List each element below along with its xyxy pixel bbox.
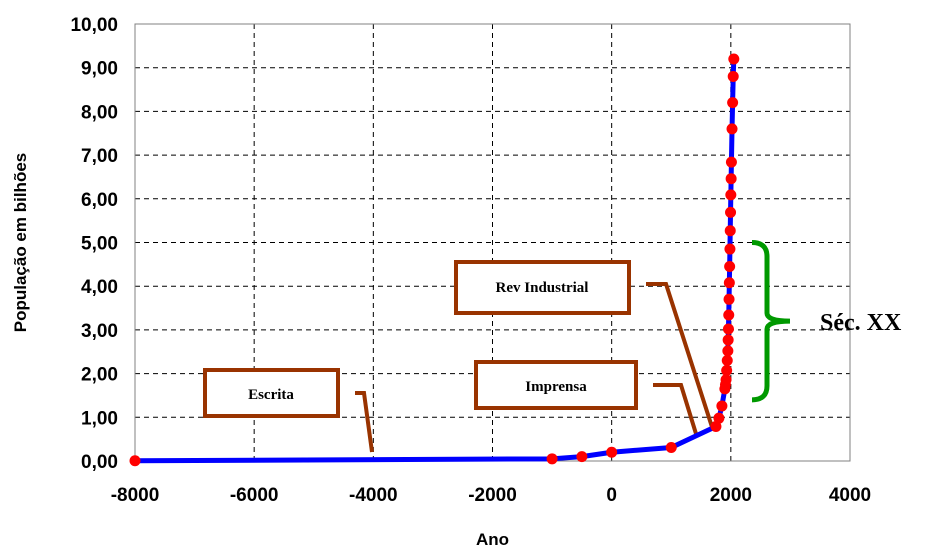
y-tick-label: 1,00 [81,408,118,429]
bracket-label: Séc. XX [820,310,902,336]
y-tick-label: 10,00 [70,15,118,36]
callout-box [203,368,340,418]
data-point [725,206,737,218]
callout-1: Imprensa [474,360,699,438]
x-tick-label: 4000 [829,485,871,506]
data-point [724,225,736,237]
y-axis-label: População em bilhões [11,153,30,333]
callout-0: Escrita [203,368,374,453]
data-point [725,156,737,168]
data-point [726,123,738,135]
data-point [725,173,737,185]
data-point [725,189,737,201]
data-point [546,453,558,465]
data-point [576,451,588,463]
data-point [721,365,733,377]
x-tick-label: -4000 [349,485,398,506]
x-axis-label: Ano [476,530,509,548]
data-point [724,243,736,255]
data-point [723,309,735,321]
data-point [723,293,735,305]
callout-box [474,360,638,410]
callout-pointer [355,391,374,453]
y-tick-label: 7,00 [81,146,118,167]
callout-label: Imprensa [525,379,587,395]
bracket-20th-century: Séc. XX [751,240,902,403]
callout-pointer [646,282,714,428]
data-point [722,345,734,357]
callout-box [454,260,631,315]
data-point [724,261,736,273]
data-point [129,455,141,467]
callouts: Escrita Imprensa Rev Industrial [203,260,714,453]
data-point [727,70,739,82]
data-point [710,420,722,432]
x-tick-label: -6000 [230,485,279,506]
y-tick-label: 2,00 [81,365,118,386]
y-tick-label: 8,00 [81,102,118,123]
data-point [716,400,728,412]
y-tick-label: 5,00 [81,234,118,255]
x-tick-label: -8000 [111,485,160,506]
data-point [722,323,734,335]
y-tick-label: 0,00 [81,452,118,473]
data-point [713,412,725,424]
callout-label: Escrita [248,387,294,403]
y-tick-label: 4,00 [81,277,118,298]
data-point [728,53,740,65]
bracket-brace [751,240,791,403]
y-tick-label: 9,00 [81,59,118,80]
data-point [606,446,618,458]
y-axis-ticks: 0,00 1,00 2,00 3,00 4,00 5,00 6,00 7,00 8,00 9,00… [70,15,118,473]
x-axis-ticks: -8000 -6000 -4000 -2000 0 2000 4000 [111,485,871,506]
data-point [727,97,739,109]
callout-pointer [653,383,699,438]
y-tick-label: 3,00 [81,321,118,342]
data-point [720,374,732,386]
data-point [721,354,733,366]
x-tick-label: -2000 [468,485,517,506]
data-point [722,334,734,346]
x-tick-label: 2000 [710,485,752,506]
data-point [665,441,677,453]
y-tick-label: 6,00 [81,190,118,211]
series-population [129,53,740,467]
callout-2: Rev Industrial [454,260,714,428]
data-point [723,277,735,289]
x-tick-label: 0 [606,485,617,506]
callout-label: Rev Industrial [496,280,589,296]
